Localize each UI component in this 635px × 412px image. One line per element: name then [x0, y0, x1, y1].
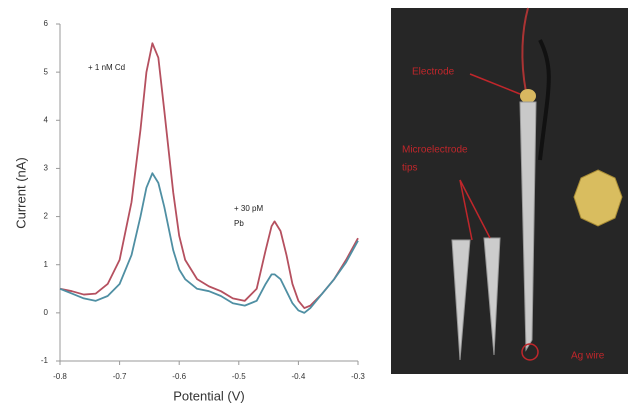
x-tick-label: -0.4	[292, 372, 306, 381]
photo-label: Microelectrode	[402, 145, 468, 156]
y-tick-label: 6	[44, 19, 49, 28]
x-tick-label: -0.3	[351, 372, 365, 381]
photo: Electrode Microelectrode tips Ag wire	[391, 7, 628, 374]
y-tick-label: 2	[44, 212, 49, 221]
photo-label: Ag wire	[571, 351, 605, 362]
pointer	[459, 179, 473, 241]
electrode-cap	[520, 89, 536, 103]
y-axis-label: Current (nA)	[13, 157, 28, 229]
y-tick-label: 5	[44, 67, 49, 76]
y-tick-label: 1	[44, 260, 49, 269]
x-tick-label: -0.8	[53, 372, 67, 381]
pointer	[459, 179, 491, 239]
electrode	[519, 101, 537, 352]
photo-label: tips	[402, 163, 418, 174]
annotation: + 30 pM	[234, 204, 263, 213]
x-axis-label: Potential (V)	[173, 388, 245, 403]
line-series	[59, 42, 359, 309]
annotation: + 1 nM Cd	[88, 63, 125, 72]
annotation: Pb	[234, 219, 244, 228]
pointer-circle	[521, 343, 539, 361]
wire	[521, 7, 529, 93]
photo-label: Electrode	[412, 67, 455, 78]
y-tick-label: -1	[41, 356, 49, 365]
y-tick-label: 0	[44, 308, 49, 317]
y-tick-label: 3	[44, 164, 49, 173]
x-tick-label: -0.7	[113, 372, 127, 381]
coin	[573, 169, 623, 227]
wire	[538, 39, 551, 161]
x-tick-label: -0.6	[172, 372, 186, 381]
pointer	[469, 73, 521, 95]
microelectrode-tip	[483, 237, 501, 356]
x-tick-label: -0.5	[232, 372, 246, 381]
microelectrode-tip	[451, 239, 471, 361]
line-series	[59, 172, 359, 314]
y-tick-label: 4	[44, 115, 49, 124]
